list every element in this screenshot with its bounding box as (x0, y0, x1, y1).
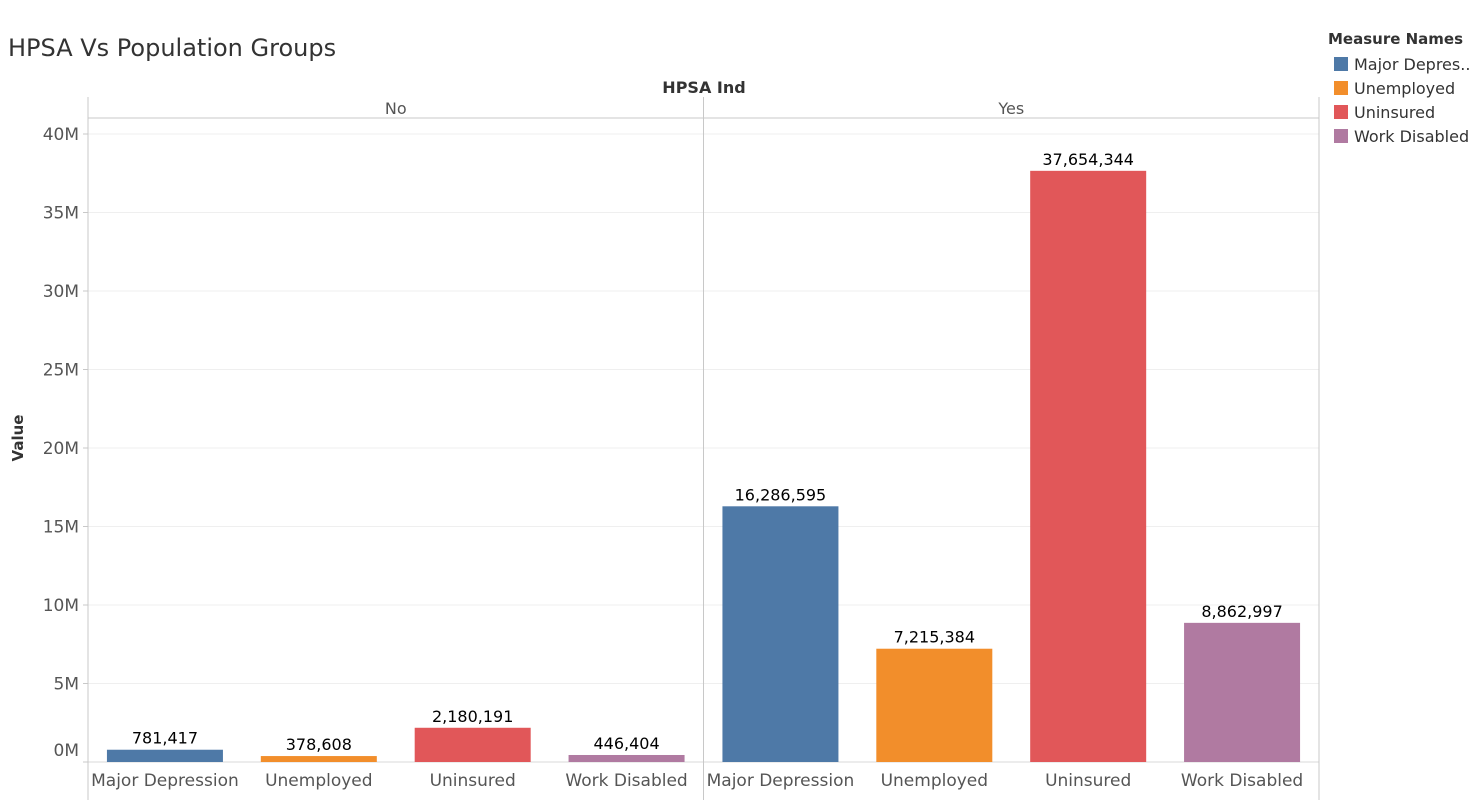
bars (106, 170, 1301, 763)
y-tick-label: 10M (43, 596, 79, 616)
x-category-label: Major Depression (707, 771, 855, 791)
x-category-label: Uninsured (430, 771, 516, 791)
y-tick-label: 40M (43, 125, 79, 145)
legend-item-label: Major Depres.. (1354, 54, 1471, 74)
panel-header-no: No (385, 99, 407, 118)
chart-title: HPSA Vs Population Groups (8, 34, 337, 62)
bar-no-major-depression[interactable] (106, 749, 223, 762)
legend-item-label: Unemployed (1354, 78, 1456, 98)
legend-swatch (1334, 57, 1348, 71)
x-category-label: Work Disabled (1181, 771, 1303, 791)
legend: Measure Names Major Depres.. Unemployed … (1328, 30, 1478, 148)
legend-item-label: Work Disabled (1354, 126, 1470, 146)
y-tick-label: 30M (43, 282, 79, 302)
x-category-label: Major Depression (91, 771, 239, 791)
data-labels: 781,417 378,608 2,180,191 446,404 16,286,595… (132, 150, 1283, 754)
x-axis: Major Depression Unemployed Uninsured Work … (91, 771, 1303, 791)
data-label: 37,654,344 (1042, 150, 1134, 169)
legend-title: Measure Names (1328, 30, 1464, 48)
y-tick-label: 15M (43, 518, 79, 538)
data-label: 446,404 (593, 734, 659, 753)
x-category-label: Unemployed (881, 771, 988, 791)
y-tick-label: 35M (43, 204, 79, 224)
data-label: 378,608 (286, 735, 352, 754)
bar-yes-uninsured[interactable] (1030, 170, 1147, 763)
data-label: 2,180,191 (432, 707, 513, 726)
data-label: 7,215,384 (894, 628, 975, 647)
x-category-label: Unemployed (265, 771, 372, 791)
panel-header-yes: Yes (997, 99, 1024, 118)
legend-swatch (1334, 105, 1348, 119)
data-label: 16,286,595 (735, 485, 827, 504)
column-header: HPSA Ind (662, 78, 745, 97)
data-label: 8,862,997 (1201, 602, 1282, 621)
x-category-label: Work Disabled (565, 771, 687, 791)
bar-yes-work-disabled[interactable] (1184, 622, 1301, 762)
bar-no-uninsured[interactable] (414, 727, 531, 762)
y-tick-label: 20M (43, 439, 79, 459)
y-axis-label: Value (9, 415, 27, 462)
y-tick-label: 0M (54, 741, 79, 761)
data-label: 781,417 (132, 729, 198, 748)
bar-yes-major-depression[interactable] (722, 506, 839, 762)
x-category-label: Uninsured (1045, 771, 1131, 791)
legend-item-label: Uninsured (1354, 102, 1436, 122)
legend-item-uninsured[interactable]: Uninsured (1328, 100, 1478, 124)
bar-no-unemployed[interactable] (260, 756, 377, 762)
legend-item-unemployed[interactable]: Unemployed (1328, 76, 1478, 100)
legend-swatch (1334, 81, 1348, 95)
legend-item-work-disabled[interactable]: Work Disabled (1328, 124, 1478, 148)
bar-yes-unemployed[interactable] (876, 648, 993, 762)
chart-frame: HPSA Ind Value No Yes (9, 78, 1320, 800)
bar-no-work-disabled[interactable] (568, 754, 685, 762)
y-tick-label: 5M (54, 675, 79, 695)
legend-swatch (1334, 129, 1348, 143)
y-axis: 0M 5M 10M 15M 20M 25M 30M 35M 40M (43, 125, 88, 763)
y-tick-label: 25M (43, 361, 79, 381)
legend-item-major-depression[interactable]: Major Depres.. (1328, 52, 1478, 76)
